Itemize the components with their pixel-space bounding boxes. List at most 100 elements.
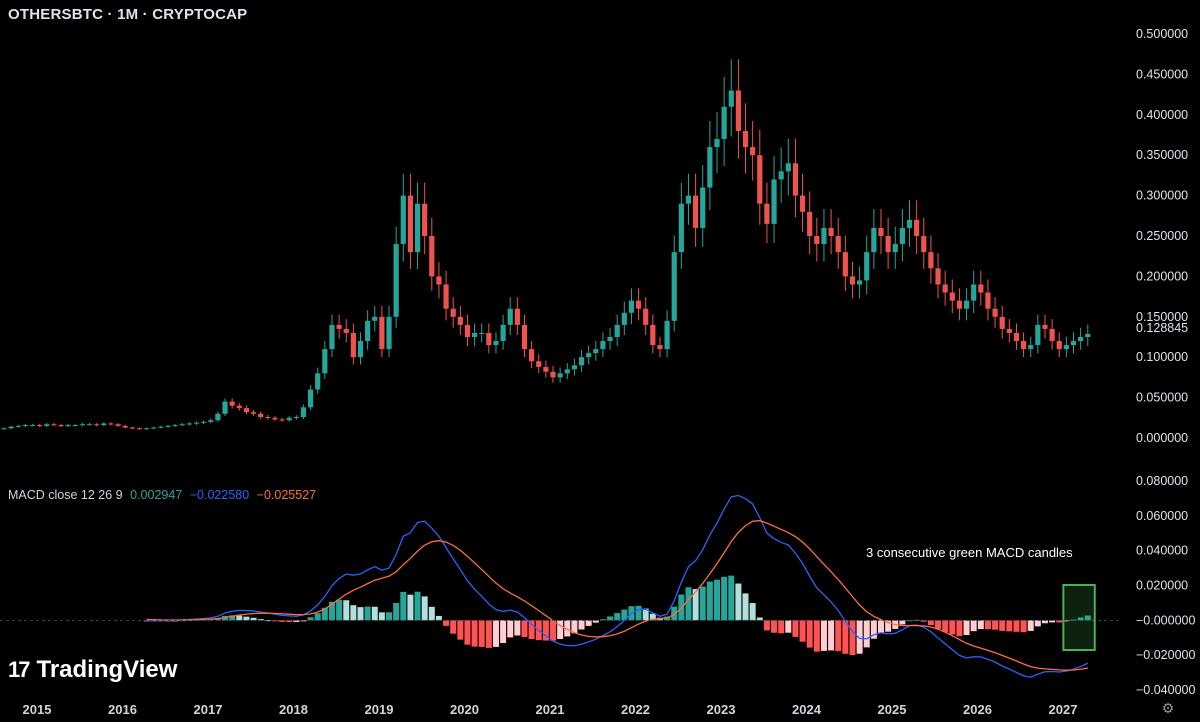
candle-body bbox=[329, 324, 335, 350]
macd-hist-bar bbox=[607, 616, 614, 621]
candle-body bbox=[44, 424, 50, 426]
candle-body bbox=[186, 423, 192, 425]
macd-hist-bar bbox=[771, 620, 778, 633]
candle-body bbox=[685, 195, 692, 204]
macd-axis: 0.080000 0.060000 0.040000 0.020000 −0.00000… bbox=[1136, 474, 1195, 697]
macd-hist-bar bbox=[250, 617, 257, 621]
candle-body bbox=[58, 425, 64, 427]
candle-body bbox=[643, 308, 649, 325]
candle-body bbox=[864, 252, 870, 281]
time-axis-tick: 2019 bbox=[365, 702, 394, 717]
settings-gear-icon[interactable]: ⚙ bbox=[1161, 700, 1175, 716]
candle-body bbox=[564, 369, 570, 374]
candle-body bbox=[593, 349, 599, 354]
macd-hist-bar bbox=[236, 615, 243, 621]
candle-body bbox=[885, 236, 891, 253]
macd-hist-bar bbox=[336, 599, 343, 621]
candle-body bbox=[486, 332, 492, 346]
candle-body bbox=[514, 308, 520, 325]
candle-body bbox=[350, 332, 356, 358]
time-axis-tick: 2020 bbox=[450, 702, 479, 717]
macd-hist-bar bbox=[542, 620, 549, 641]
macd-hist-bar bbox=[585, 620, 592, 626]
macd-hist-bar bbox=[357, 607, 364, 621]
macd-hist-bar bbox=[799, 620, 806, 642]
candle-body bbox=[493, 341, 499, 346]
time-axis-tick: 2018 bbox=[279, 702, 308, 717]
candle-body bbox=[1, 428, 7, 430]
candle-body bbox=[172, 425, 178, 427]
time-axis-tick: 2016 bbox=[108, 702, 137, 717]
macd-hist-bar bbox=[500, 620, 507, 643]
macd-line bbox=[146, 494, 1089, 678]
candle-body bbox=[586, 353, 592, 358]
candle-body bbox=[728, 90, 734, 107]
macd-hist-bar bbox=[642, 608, 649, 621]
candle-body bbox=[956, 300, 963, 309]
candle-body bbox=[814, 236, 820, 245]
time-axis-tick: 2017 bbox=[194, 702, 223, 717]
macd-hist-bar bbox=[913, 619, 920, 621]
macd-hist-bar bbox=[992, 620, 999, 630]
candle-body bbox=[272, 417, 278, 420]
candle-body bbox=[265, 416, 271, 418]
time-axis-tick: 2015 bbox=[23, 702, 52, 717]
macd-hist-bar bbox=[1056, 620, 1063, 623]
candle-body bbox=[193, 422, 200, 424]
macd-hist-bar bbox=[414, 591, 421, 621]
macd-axis-tick: −0.040000 bbox=[1136, 683, 1195, 697]
macd-hist-bar bbox=[343, 600, 350, 621]
candle-body bbox=[393, 244, 399, 317]
candle-body bbox=[906, 219, 913, 228]
macd-hist-bar bbox=[842, 620, 849, 654]
candle-body bbox=[999, 316, 1005, 329]
candle-body bbox=[300, 407, 307, 417]
candle-body bbox=[429, 236, 435, 277]
macd-hist-bar bbox=[407, 594, 414, 621]
candle-body bbox=[857, 280, 863, 285]
time-axis-tick: 2021 bbox=[536, 702, 565, 717]
candle-body bbox=[379, 316, 385, 350]
candle-body bbox=[165, 425, 171, 427]
macd-hist-bar bbox=[300, 620, 307, 622]
macd-hist-bar bbox=[949, 620, 956, 635]
macd-hist-bar bbox=[635, 605, 642, 621]
candle-body bbox=[322, 349, 328, 374]
candle-body bbox=[229, 401, 235, 406]
candle-body bbox=[293, 416, 299, 418]
time-axis-tick: 2022 bbox=[621, 702, 650, 717]
signal-line bbox=[146, 519, 1088, 671]
macd-hist-bar bbox=[721, 576, 728, 621]
macd-hist-bar bbox=[514, 620, 521, 636]
macd-hist-value: 0.002947 bbox=[130, 488, 183, 502]
candle-body bbox=[407, 195, 414, 253]
candle-body bbox=[899, 227, 905, 245]
candle-body bbox=[543, 366, 549, 372]
macd-hist-bar bbox=[742, 593, 749, 621]
macd-hist-bar bbox=[599, 619, 606, 621]
candle-body bbox=[372, 316, 378, 321]
candle-body bbox=[471, 332, 478, 337]
candle-body bbox=[664, 320, 670, 350]
price-axis-tick: 0.150000 bbox=[1136, 310, 1188, 324]
macd-hist-bar bbox=[1013, 620, 1020, 632]
candle-body bbox=[614, 324, 620, 337]
candle-body bbox=[1035, 324, 1041, 346]
time-axis-tick: 2026 bbox=[963, 702, 992, 717]
time-axis: 2015 2016 2017 2018 2019 2020 2021 2022 2023 2024… bbox=[23, 702, 1078, 717]
macd-hist-bar bbox=[550, 620, 557, 641]
macd-hist-bar bbox=[927, 620, 934, 626]
macd-hist-bar bbox=[1034, 620, 1041, 627]
macd-hist-bar bbox=[471, 620, 478, 647]
candle-body bbox=[222, 401, 228, 414]
candle-body bbox=[914, 219, 920, 236]
candle-body bbox=[464, 324, 471, 337]
candle-body bbox=[707, 147, 713, 188]
time-axis-tick: 2027 bbox=[1049, 702, 1078, 717]
candle-body bbox=[757, 155, 763, 204]
price-axis-tick: 0.250000 bbox=[1136, 229, 1188, 243]
candle-body bbox=[15, 425, 21, 427]
price-axis-tick: 0.350000 bbox=[1136, 148, 1188, 162]
candle-body bbox=[1006, 328, 1012, 333]
candle-body bbox=[286, 417, 292, 421]
